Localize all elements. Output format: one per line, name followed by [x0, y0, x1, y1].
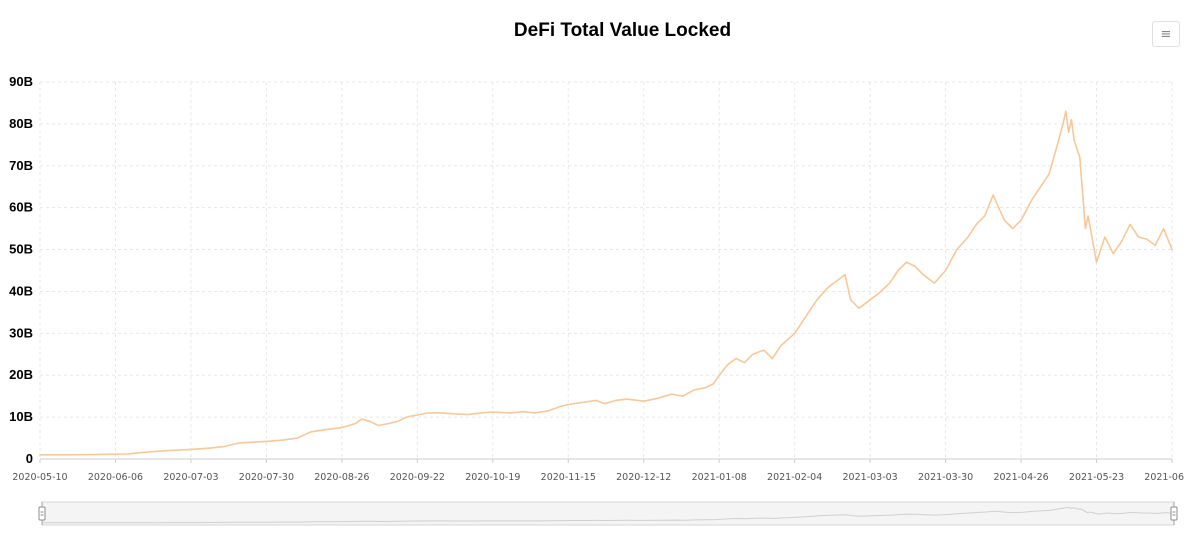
- x-tick-label: 2021-03-30: [918, 472, 973, 483]
- chart-menu-button[interactable]: ≡: [1152, 21, 1180, 47]
- x-tick-label: 2020-05-10: [12, 472, 67, 483]
- x-tick-label: 2021-04-26: [993, 472, 1048, 483]
- x-tick-label: 2021-06: [1144, 472, 1184, 483]
- zoom-handle-right[interactable]: [1170, 502, 1178, 525]
- x-tick-label: 2020-08-26: [314, 472, 369, 483]
- x-tick-label: 2020-07-30: [239, 472, 294, 483]
- y-axis: 0 10B 20B 30B 40B 50B 60B 70B 80B 90B: [9, 74, 33, 466]
- zoom-slider-track[interactable]: [41, 501, 1175, 526]
- chart-title: DeFi Total Value Locked: [0, 20, 1200, 42]
- y-tick-label: 10B: [9, 409, 33, 424]
- zoom-slider-preview-line: [42, 506, 1175, 524]
- x-tick-label: 2020-09-22: [390, 472, 445, 483]
- x-tick-label: 2020-06-06: [88, 472, 143, 483]
- y-tick-label: 50B: [9, 242, 33, 257]
- x-tick-label: 2021-01-08: [692, 472, 747, 483]
- y-tick-label: 0: [26, 451, 33, 466]
- x-tick-label: 2020-10-19: [465, 472, 520, 483]
- y-tick-label: 20B: [9, 367, 33, 382]
- x-tick-label: 2020-12-12: [616, 472, 671, 483]
- x-tick-label: 2021-02-04: [767, 472, 822, 483]
- y-tick-label: 70B: [9, 158, 33, 173]
- y-tick-label: 40B: [9, 283, 33, 298]
- x-tick-label: 2020-11-15: [541, 472, 596, 483]
- zoom-handle-left[interactable]: [38, 502, 46, 525]
- y-tick-label: 60B: [9, 200, 33, 215]
- hamburger-menu-icon: ≡: [1160, 26, 1172, 42]
- x-tick-label: 2020-07-03: [163, 472, 218, 483]
- x-tick-label: 2021-03-03: [843, 472, 898, 483]
- chart-title-text: DeFi Total Value Locked: [513, 20, 732, 41]
- x-axis: 2020-05-10 2020-06-06 2020-07-03 2020-07-30…: [12, 458, 1184, 483]
- series-line: [39, 110, 1173, 456]
- grid-layer: [39, 81, 1173, 459]
- y-tick-label: 30B: [9, 325, 33, 340]
- series-layer: [39, 110, 1173, 456]
- y-tick-label: 90B: [9, 74, 33, 89]
- zoom-slider[interactable]: [38, 501, 1178, 526]
- y-tick-label: 80B: [9, 116, 33, 131]
- x-tick-label: 2021-05-23: [1069, 472, 1124, 483]
